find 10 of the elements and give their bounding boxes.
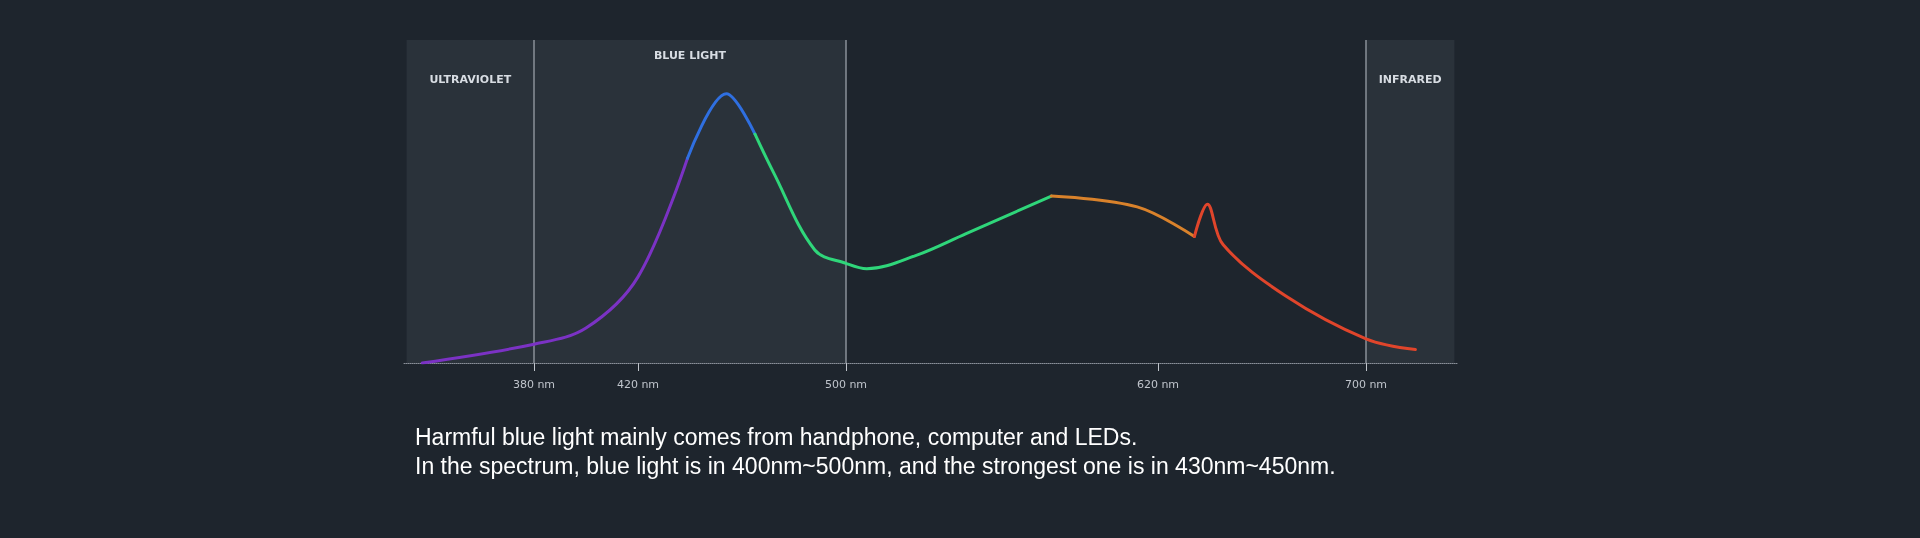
x-tick-label: 500 nm (824, 378, 868, 391)
band-label: INFRARED (1378, 73, 1442, 86)
x-tick-label: 620 nm (1136, 378, 1180, 391)
text: Harmful blue light mainly comes from handphone, computer and LEDs. (415, 423, 1138, 450)
x-tick-label: 700 nm (1344, 378, 1388, 391)
x-tick-label: 380 nm (512, 378, 556, 391)
band-label: BLUE LIGHT (653, 49, 727, 62)
band-label: ULTRAVIOLET (429, 73, 512, 86)
x-tick-label: 420 nm (616, 378, 660, 391)
text: In the spectrum, blue light is in 400nm~500nm, and the strongest one is in 430nm~450nm. (415, 452, 1336, 479)
